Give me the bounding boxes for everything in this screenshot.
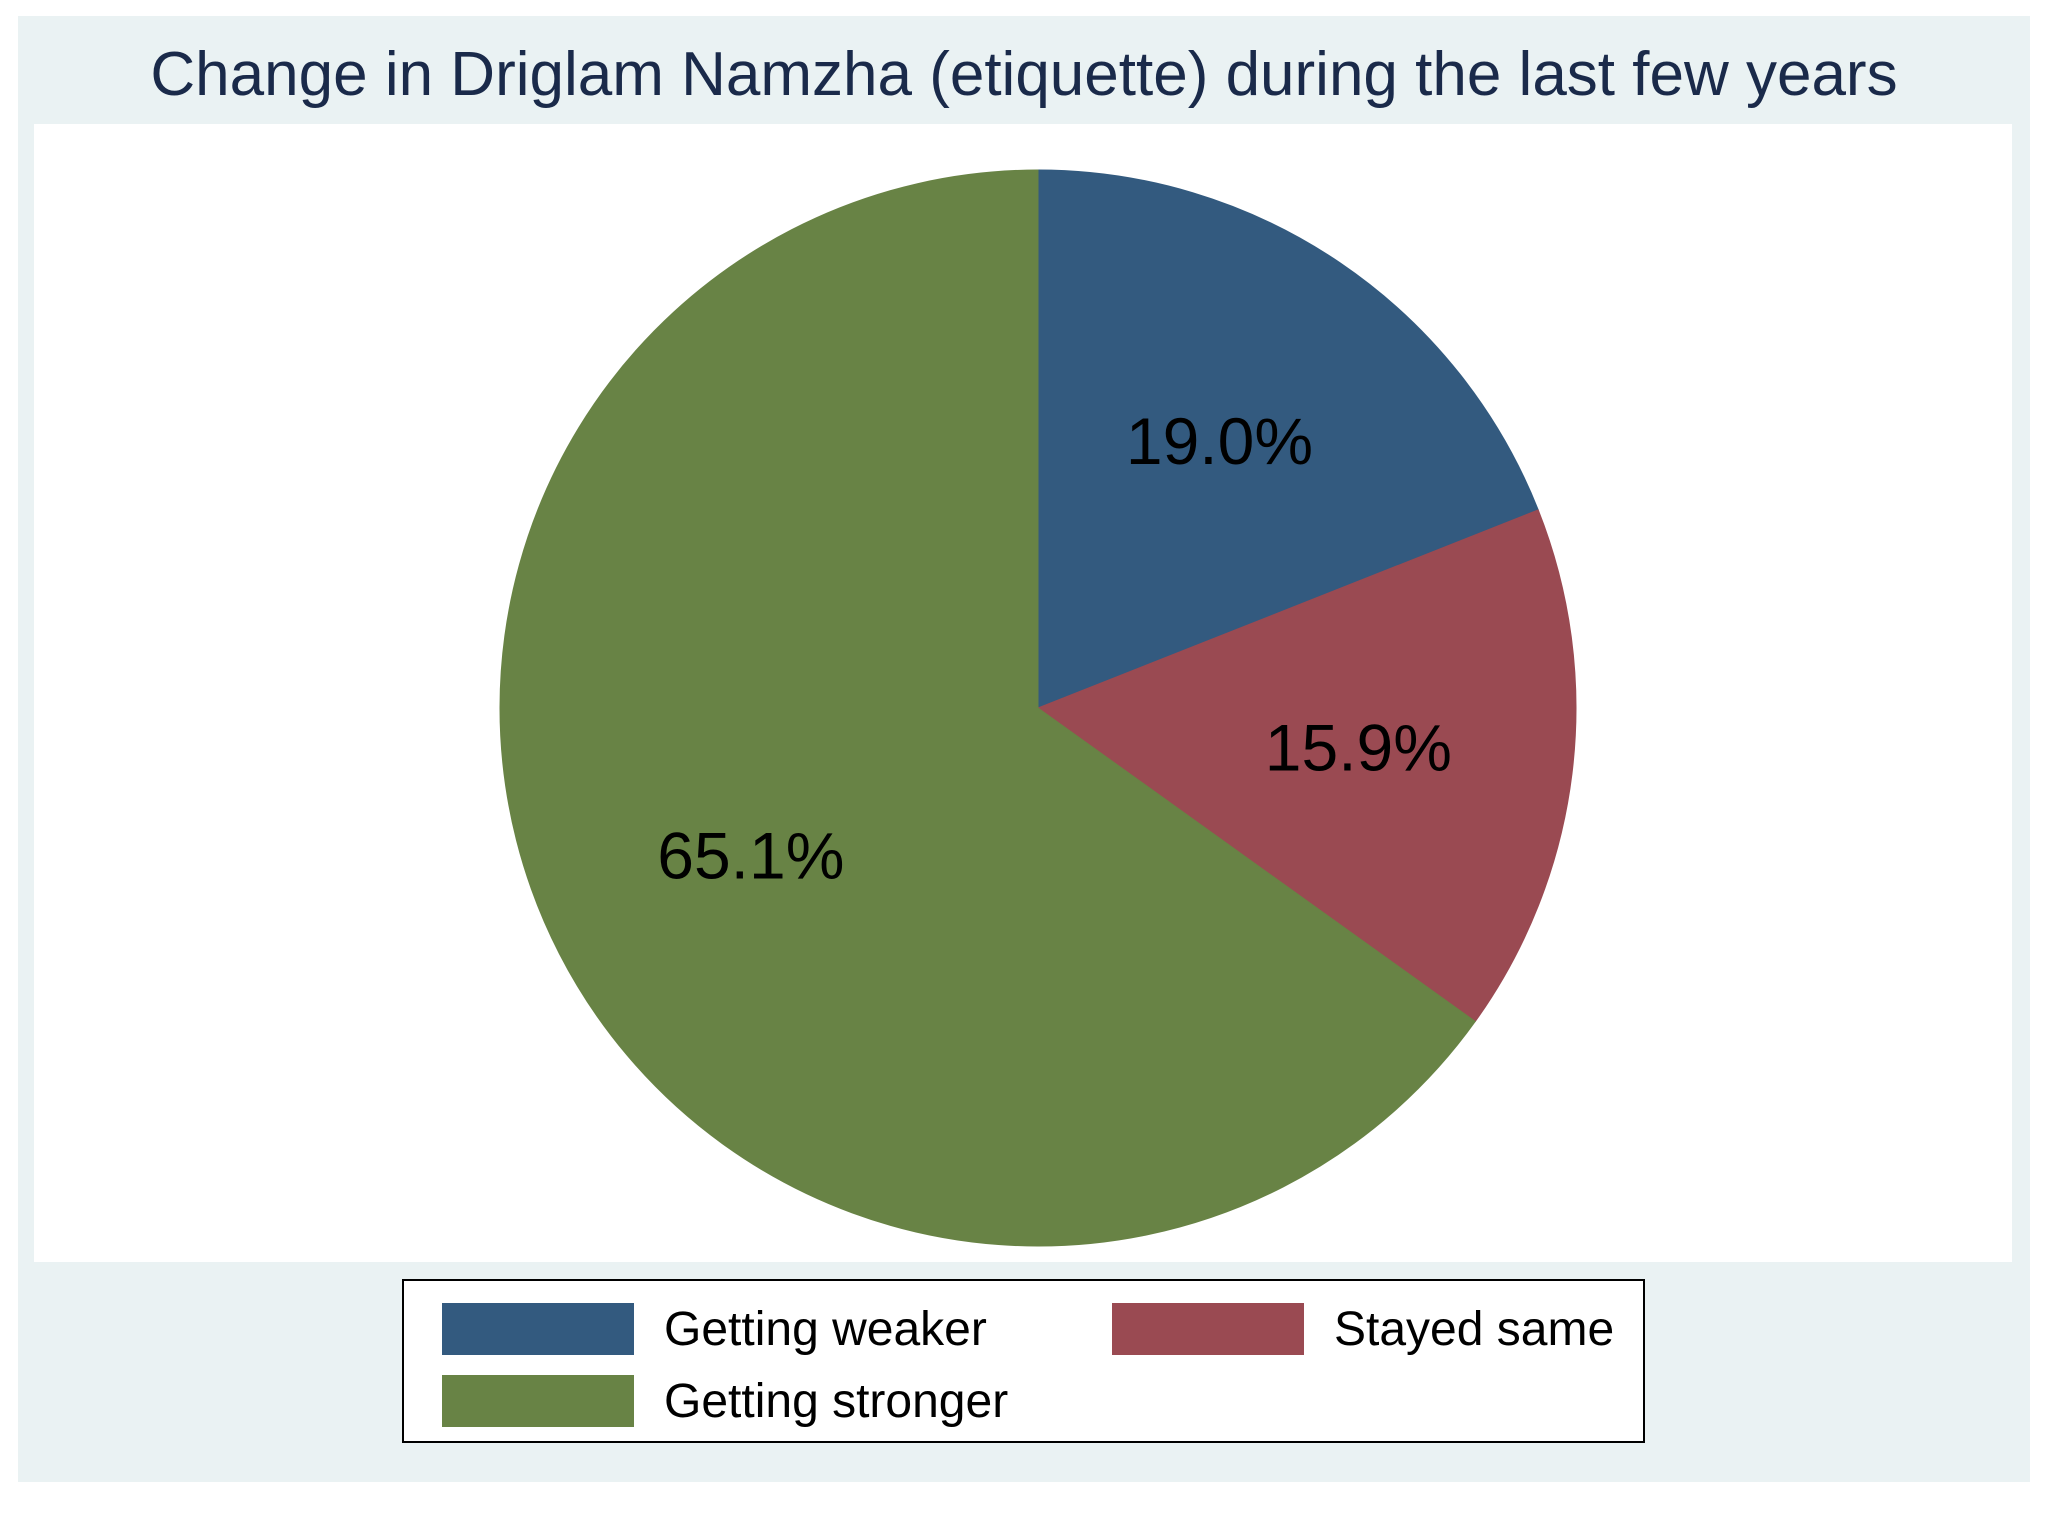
pie-value-label-getting-stronger: 65.1% bbox=[657, 818, 844, 892]
legend: Getting weaker Stayed same Getting stron… bbox=[402, 1279, 1645, 1443]
legend-label-stayed-same: Stayed same bbox=[1334, 1303, 1615, 1356]
pie-chart: 19.0% 15.9% 65.1% bbox=[499, 169, 1577, 1247]
legend-label-getting-stronger: Getting stronger bbox=[664, 1375, 1009, 1428]
pie-value-labels: 19.0% 15.9% 65.1% bbox=[657, 404, 1452, 892]
pie-value-label-stayed-same: 15.9% bbox=[1265, 710, 1452, 784]
legend-label-getting-weaker: Getting weaker bbox=[664, 1303, 987, 1356]
legend-swatch-getting-stronger bbox=[442, 1375, 634, 1427]
pie-value-label-getting-weaker: 19.0% bbox=[1126, 404, 1313, 478]
pie-slices bbox=[499, 169, 1577, 1247]
plot-area: 19.0% 15.9% 65.1% bbox=[34, 124, 2012, 1262]
legend-swatch-stayed-same bbox=[1112, 1303, 1304, 1355]
chart-figure: Change in Driglam Namzha (etiquette) dur… bbox=[18, 16, 2030, 1482]
pie-slice-getting-stronger bbox=[499, 169, 1476, 1247]
chart-title: Change in Driglam Namzha (etiquette) dur… bbox=[150, 40, 1898, 109]
legend-swatch-getting-weaker bbox=[442, 1303, 634, 1355]
pie-slice-stayed-same bbox=[1036, 509, 1577, 1023]
pie-slice-getting-weaker bbox=[1037, 169, 1539, 709]
